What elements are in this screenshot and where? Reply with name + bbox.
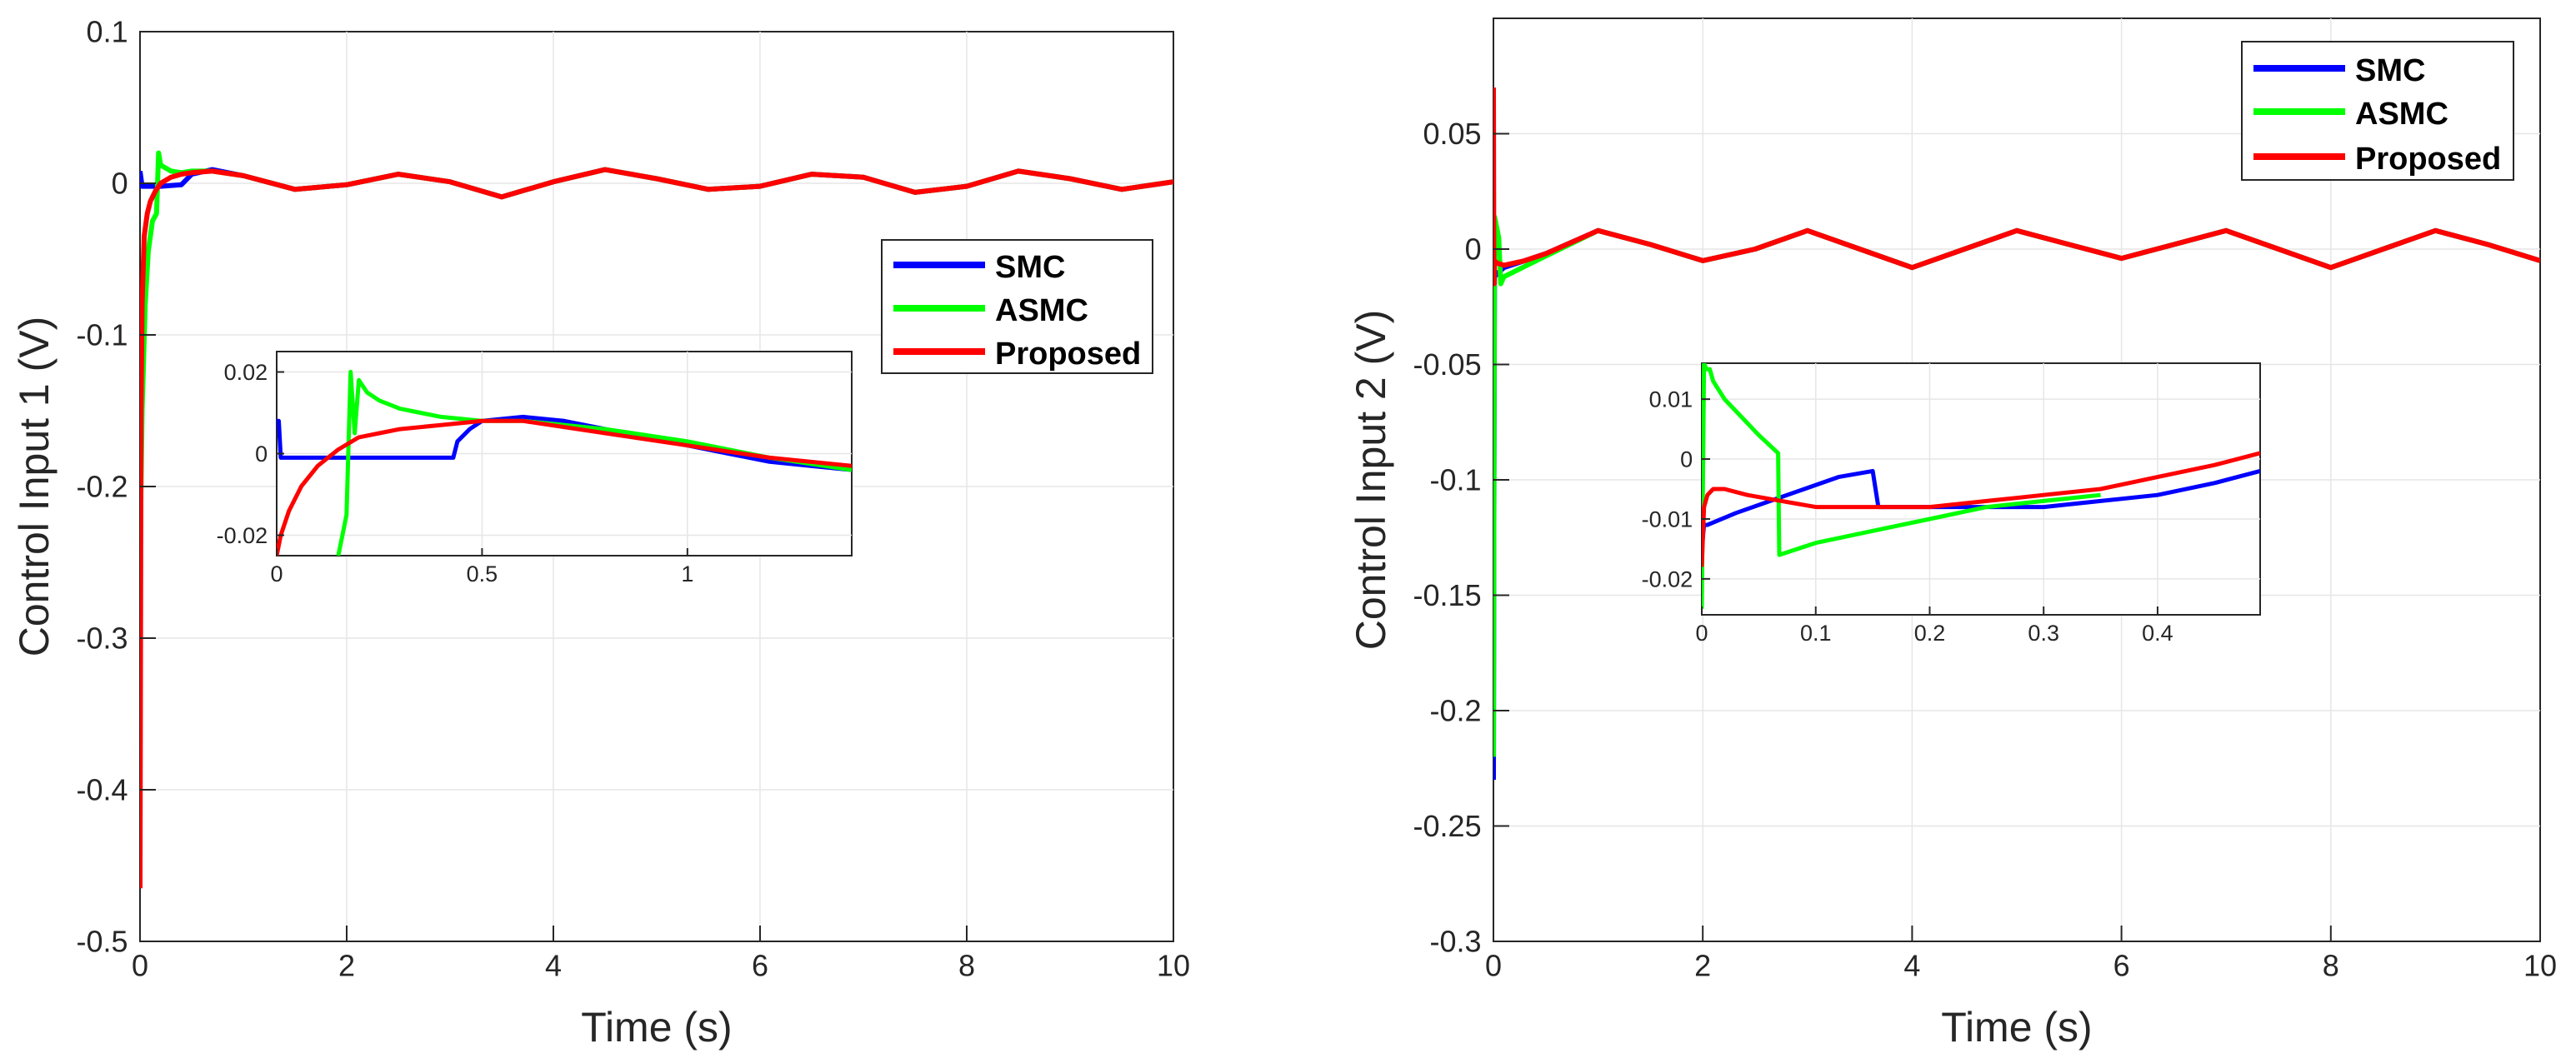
chart-left-series — [140, 150, 1173, 889]
chart-left-xtick-label: 0 — [132, 948, 148, 982]
chart-right-ytick-label: -0.15 — [1413, 578, 1482, 612]
chart-right-xlabel: Time (s) — [1941, 1004, 2092, 1051]
chart-left-legend: SMC ASMC Proposed — [881, 239, 1153, 374]
chart-right-inset-series — [1702, 363, 2260, 609]
chart-left-yticks: -0.5 -0.4 -0.3 -0.2 -0.1 0 0.1 — [77, 15, 156, 959]
chart-right-inset-yticks: -0.02 -0.01 0 0.01 — [1642, 387, 1710, 591]
chart-right: 0 2 4 6 8 10 -0.3 -0.25 -0.2 -0.15 -0.1 -0.05 0 0.05… — [1348, 17, 2557, 1051]
chart-left-xtick-label: 2 — [338, 948, 355, 982]
chart-left-inset-series-proposed — [277, 418, 852, 556]
chart-left-ylabel: Control Input 1 (V) — [11, 317, 58, 657]
chart-left-inset-series-asmc — [336, 370, 852, 556]
chart-right-ytick-label: -0.05 — [1413, 347, 1482, 382]
chart-left-ytick-label: -0.5 — [77, 925, 128, 959]
chart-right-ytick-label: -0.25 — [1413, 809, 1482, 843]
chart-right-ytick-label: -0.2 — [1430, 694, 1482, 728]
legend-label-proposed: Proposed — [2355, 142, 2501, 177]
legend-label-proposed: Proposed — [995, 337, 1141, 372]
chart-right-inset-ytick-label: 0.01 — [1649, 387, 1693, 412]
chart-right-inset-xtick-label: 0 — [1695, 621, 1708, 646]
chart-right-yticks: -0.3 -0.25 -0.2 -0.15 -0.1 -0.05 0 0.05 — [1413, 117, 1509, 959]
chart-right-inset-frame — [1701, 362, 2261, 616]
chart-left-xtick-label: 10 — [1157, 948, 1190, 982]
chart-right-ytick-label: 0.05 — [1423, 117, 1482, 151]
legend-label-asmc: ASMC — [2355, 97, 2448, 132]
chart-left-ytick-label: 0.1 — [87, 15, 128, 49]
chart-right-inset-xticks: 0 0.1 0.2 0.3 0.4 — [1695, 606, 2173, 646]
chart-left-inset-series — [277, 370, 852, 556]
chart-left-xtick-label: 6 — [752, 948, 768, 982]
chart-right-series-proposed — [1493, 87, 2540, 287]
legend-label-asmc: ASMC — [995, 293, 1088, 328]
chart-right-xtick-label: 0 — [1485, 948, 1502, 982]
chart-left-inset-xtick-label: 1 — [681, 561, 693, 586]
chart-right-ytick-label: -0.1 — [1430, 463, 1482, 497]
chart-left-inset-yticks: -0.02 0 0.02 — [217, 360, 284, 548]
legend-label-smc: SMC — [2355, 53, 2425, 88]
chart-right-xtick-label: 2 — [1694, 948, 1711, 982]
chart-right-inset-xtick-label: 0.1 — [1800, 621, 1832, 646]
chart-left-inset-ytick-label: 0 — [255, 442, 268, 467]
chart-right-inset-ytick-label: 0 — [1680, 447, 1693, 472]
chart-right-inset-series-asmc — [1702, 363, 2101, 609]
chart-right-inset-xtick-label: 0.4 — [2142, 621, 2173, 646]
chart-left-series-proposed — [140, 167, 1173, 889]
chart-left-ytick-label: 0 — [112, 167, 128, 201]
chart-right-inset-series-proposed — [1702, 451, 2260, 567]
chart-right-inset-ytick-label: -0.02 — [1642, 566, 1693, 591]
chart-left-inset-ytick-label: 0.02 — [224, 360, 268, 385]
chart-right-xtick-label: 8 — [2323, 948, 2339, 982]
chart-left-xtick-label: 8 — [958, 948, 975, 982]
chart-left-ytick-label: -0.2 — [77, 470, 128, 504]
chart-right-inset-xtick-label: 0.3 — [2028, 621, 2059, 646]
legend-label-smc: SMC — [995, 250, 1065, 285]
chart-left-inset-xtick-label: 0.5 — [467, 561, 498, 586]
chart-right-series — [1493, 87, 2540, 781]
chart-right-xtick-label: 4 — [1903, 948, 1920, 982]
chart-left-ytick-label: -0.1 — [77, 318, 128, 352]
chart-right-xticks: 0 2 4 6 8 10 — [1485, 926, 2557, 982]
chart-right-inset: 0 0.1 0.2 0.3 0.4 -0.02 -0.01 0 0.01 — [1642, 362, 2261, 646]
chart-left-ytick-label: -0.3 — [77, 621, 128, 656]
chart-right-inset-xtick-label: 0.2 — [1914, 621, 1946, 646]
chart-left-xlabel: Time (s) — [581, 1004, 732, 1051]
chart-left: 0 2 4 6 8 10 -0.5-0.4-0.3-0.2-0.100.1 Time (s… — [11, 15, 1190, 1051]
chart-left-inset-xtick-label: 0 — [270, 561, 283, 586]
chart-left-ytick-label: -0.4 — [77, 773, 128, 807]
chart-left-xticks: 0 2 4 6 8 10 — [132, 926, 1190, 982]
chart-right-ytick-label: -0.3 — [1430, 925, 1482, 959]
chart-right-ylabel: Control Input 2 (V) — [1348, 310, 1394, 651]
chart-right-inset-ytick-label: -0.01 — [1642, 507, 1693, 532]
chart-right-inset-grid — [1702, 363, 2260, 615]
chart-right-xtick-label: 6 — [2113, 948, 2130, 982]
chart-right-xtick-label: 10 — [2523, 948, 2557, 982]
chart-left-inset-xticks: 0 0.5 1 — [270, 548, 693, 586]
chart-left-inset-ytick-label: -0.02 — [217, 523, 268, 548]
chart-right-legend: SMC ASMC Proposed — [2241, 41, 2514, 181]
chart-left-xtick-label: 4 — [545, 948, 562, 982]
chart-right-ytick-label: 0 — [1465, 232, 1482, 267]
